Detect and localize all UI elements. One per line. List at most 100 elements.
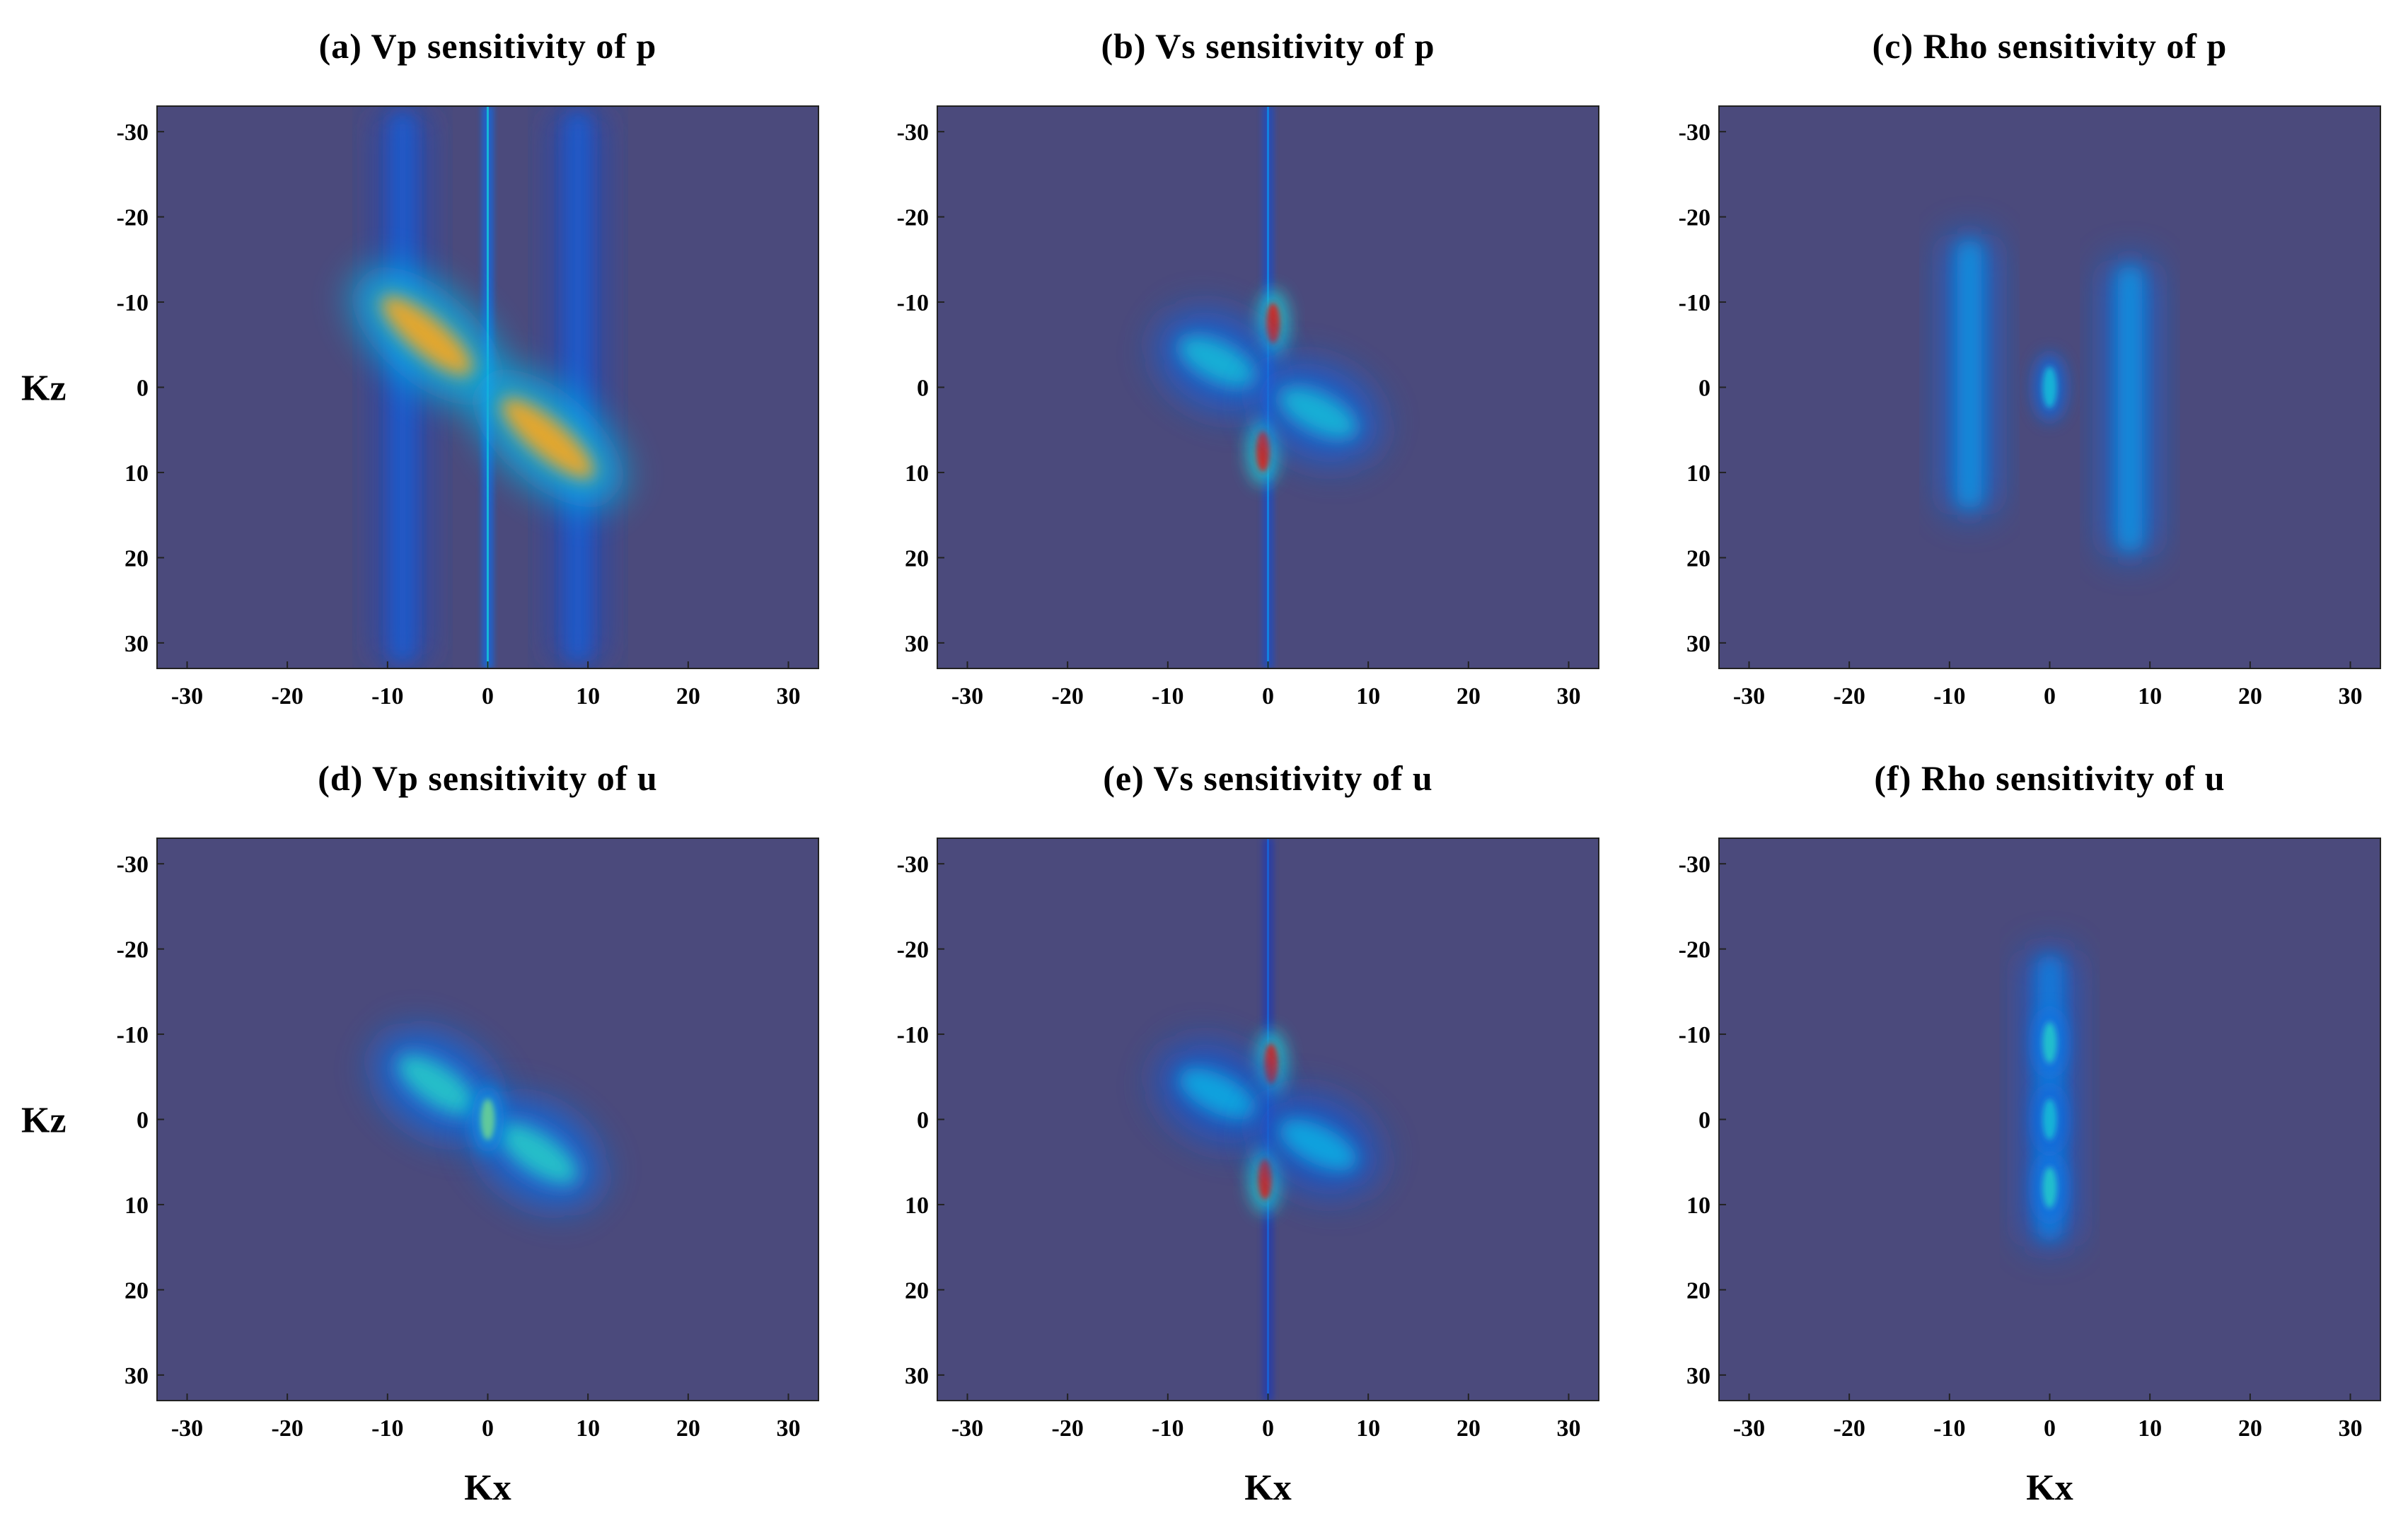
feature-f-3 <box>2042 1099 2057 1140</box>
xtick-label: -10 <box>1152 683 1183 709</box>
ytick-label: 0 <box>137 1108 149 1134</box>
feature-b-3 <box>1179 336 1257 388</box>
feature-c-1-core <box>2117 266 2142 551</box>
ytick-label: 30 <box>1686 631 1711 657</box>
ytick-label: 10 <box>1686 1193 1711 1219</box>
feature-e-2 <box>1258 1158 1273 1200</box>
panel-b: -30 -20 -10 0 10 20 30 -30 -20 -10 0 10 20 30 (b) Vs s… <box>897 26 1599 709</box>
ytick-label: -30 <box>897 120 929 146</box>
ytick-label: 30 <box>905 1363 929 1389</box>
ytick-label: 0 <box>917 376 929 402</box>
ytick-label: -20 <box>1679 205 1711 231</box>
xtick-label: 0 <box>1262 683 1274 709</box>
xtick-label: 10 <box>1356 1415 1380 1442</box>
xtick-label: 30 <box>1557 683 1581 709</box>
panel-f: -30 -20 -10 0 10 20 30 -30 -20 -10 0 10 20 30 (f) Rho … <box>1679 758 2381 1508</box>
ytick-label: -10 <box>1679 1022 1711 1048</box>
ytick-label: -30 <box>117 120 149 146</box>
ytick-label: -20 <box>117 937 149 963</box>
xtick-label: -30 <box>171 1415 203 1442</box>
xtick-label: -20 <box>272 683 303 709</box>
feature-d-0 <box>398 1055 477 1116</box>
xtick-label: -20 <box>1834 683 1865 709</box>
ytick-label: -30 <box>1679 120 1711 146</box>
ytick-label: -30 <box>117 852 149 878</box>
panel-e: -30 -20 -10 0 10 20 30 -30 -20 -10 0 10 20 30 (e) Vs s… <box>897 758 1599 1508</box>
xtick-label: 20 <box>676 1415 700 1442</box>
xtick-label: -10 <box>1933 683 1965 709</box>
ytick-label: 0 <box>1698 376 1711 402</box>
feature-e-1 <box>1263 1043 1278 1085</box>
feature-a-3 <box>381 295 475 378</box>
xtick-label: 20 <box>1457 683 1481 709</box>
panel-title-c: (c) Rho sensitivity of p <box>1872 26 2228 66</box>
panel-title-e: (e) Vs sensitivity of u <box>1103 758 1433 798</box>
xtick-label: 10 <box>2138 1415 2162 1442</box>
ytick-label: 30 <box>905 631 929 657</box>
feature-c-0-core <box>1957 241 1982 509</box>
feature-e-3 <box>1179 1068 1257 1120</box>
xtick-label: 30 <box>777 1415 801 1442</box>
ytick-label: 20 <box>905 1277 929 1304</box>
xtick-label: -30 <box>1733 683 1765 709</box>
xtick-label: 20 <box>2238 683 2262 709</box>
xtick-label: 0 <box>482 683 494 709</box>
panel-d: -30 -20 -10 0 10 20 30 -30 -20 -10 0 10 20 30 (d) Vp s… <box>21 758 819 1508</box>
feature-c-2 <box>2042 366 2057 408</box>
ytick-label: 30 <box>125 631 149 657</box>
ytick-label: -10 <box>897 1022 929 1048</box>
ytick-label: -20 <box>897 205 929 231</box>
ytick-label: -20 <box>1679 937 1711 963</box>
xtick-label: 10 <box>2138 683 2162 709</box>
xtick-label: -10 <box>371 683 403 709</box>
xtick-label: -10 <box>1933 1415 1965 1442</box>
xtick-label: 30 <box>2339 683 2363 709</box>
feature-a-2-core <box>566 113 590 661</box>
ytick-label: 10 <box>905 460 929 487</box>
xtick-label: -20 <box>1052 1415 1084 1442</box>
xtick-label: 10 <box>576 683 600 709</box>
xlabel-f: Kx <box>2026 1468 2073 1508</box>
xtick-label: 0 <box>482 1415 494 1442</box>
xtick-label: -20 <box>1834 1415 1865 1442</box>
feature-d-1 <box>499 1123 577 1183</box>
ytick-label: 20 <box>125 545 149 572</box>
xtick-label: 20 <box>1457 1415 1481 1442</box>
ytick-label: -10 <box>117 290 149 316</box>
xtick-label: 0 <box>2044 1415 2056 1442</box>
ytick-label: 20 <box>125 1277 149 1304</box>
xtick-label: 20 <box>2238 1415 2262 1442</box>
ytick-label: -30 <box>1679 852 1711 878</box>
ytick-label: -10 <box>117 1022 149 1048</box>
ytick-label: -20 <box>117 205 149 231</box>
feature-a-1-core <box>390 113 415 661</box>
xtick-label: -20 <box>272 1415 303 1442</box>
xtick-label: -20 <box>1052 683 1084 709</box>
xtick-label: -30 <box>951 683 983 709</box>
feature-b-1 <box>1266 303 1280 344</box>
xtick-label: 30 <box>777 683 801 709</box>
ytick-label: 10 <box>125 460 149 487</box>
ytick-label: 0 <box>917 1108 929 1134</box>
panel-c: -30 -20 -10 0 10 20 30 -30 -20 -10 0 10 20 30 (c) Rho … <box>1679 26 2381 709</box>
ylabel-a: Kz <box>21 369 66 409</box>
xtick-label: -10 <box>371 1415 403 1442</box>
xtick-label: 0 <box>1262 1415 1274 1442</box>
feature-b-2 <box>1256 430 1270 472</box>
xlabel-d: Kx <box>464 1468 511 1508</box>
feature-e-4 <box>1279 1119 1357 1171</box>
ytick-label: 30 <box>125 1363 149 1389</box>
xtick-label: 10 <box>576 1415 600 1442</box>
ytick-label: -20 <box>897 937 929 963</box>
xtick-label: 30 <box>2339 1415 2363 1442</box>
xtick-label: 10 <box>1356 683 1380 709</box>
ytick-label: 20 <box>1686 545 1711 572</box>
xtick-label: -30 <box>171 683 203 709</box>
feature-d-2 <box>480 1099 495 1140</box>
xtick-label: -30 <box>1733 1415 1765 1442</box>
xtick-label: -30 <box>951 1415 983 1442</box>
ytick-label: 20 <box>905 545 929 572</box>
xlabel-e: Kx <box>1244 1468 1291 1508</box>
ytick-label: -10 <box>897 290 929 316</box>
